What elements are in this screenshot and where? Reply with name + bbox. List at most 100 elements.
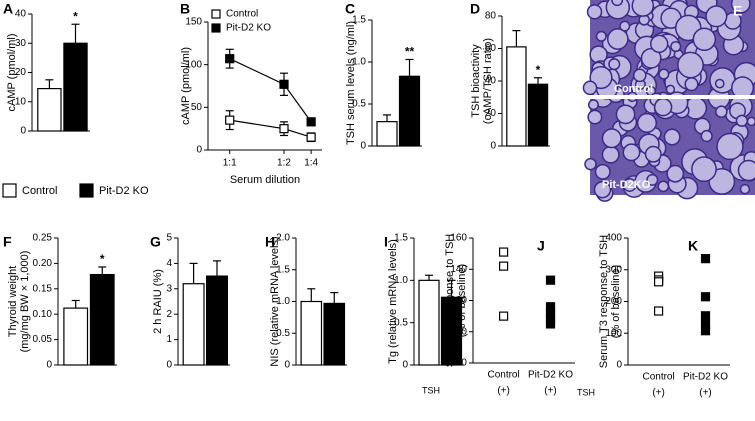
bar (63, 307, 89, 366)
y-tick-label: 100 (605, 328, 622, 339)
y-tick-label: 80 (456, 358, 468, 369)
y-tick-label: 20 (15, 67, 27, 78)
point (653, 277, 664, 287)
follicle (730, 0, 751, 14)
panel-label: I (384, 234, 388, 250)
bar (506, 46, 527, 147)
y-axis-title: (cAMP/TSH ratio) (482, 38, 494, 124)
panel-label: J (537, 238, 545, 254)
point (700, 311, 711, 321)
y-tick-label: 0 (46, 360, 52, 371)
follicle (619, 20, 631, 32)
y-tick-label: 40 (485, 76, 497, 87)
follicle (714, 78, 725, 89)
bar (440, 296, 463, 366)
y-tick-label: 1.0 (352, 57, 366, 68)
bar (323, 302, 346, 366)
follicle (737, 159, 755, 182)
y-axis-title: (mg/mg BW × 1,000) (19, 251, 31, 353)
y-tick-label: 80 (485, 11, 497, 22)
follicle (584, 157, 597, 171)
marker (279, 79, 289, 89)
follicle (611, 0, 624, 7)
follicle (594, 163, 611, 180)
y-tick-label: 1 (166, 334, 172, 345)
y-tick-label: 0.20 (33, 258, 53, 269)
follicle (657, 180, 670, 193)
follicle (632, 68, 647, 83)
panel-label: H (265, 234, 275, 250)
follicle (595, 30, 607, 42)
follicle (746, 116, 755, 127)
y-axis-title: cAMP (pmol/ml) (180, 47, 192, 125)
row-label: TSH (422, 385, 440, 395)
y-tick-label: 1.5 (352, 15, 366, 26)
bar (300, 300, 323, 366)
y-tick-label: 2 (166, 309, 172, 320)
follicle (636, 112, 657, 134)
follicle (649, 34, 669, 54)
panel-label: C (345, 1, 355, 17)
follicle (587, 99, 599, 111)
bar (37, 87, 62, 132)
follicle (582, 80, 598, 96)
bar (182, 283, 205, 366)
bar (206, 275, 229, 366)
follicle (631, 0, 655, 17)
follicle (653, 97, 673, 117)
y-tick-label: 0.15 (33, 283, 53, 294)
point (545, 275, 556, 285)
y-tick-label: 0.5 (276, 328, 290, 339)
series-line (229, 119, 312, 138)
y-axis-title: Tg (relative mRNA levels) (387, 239, 399, 364)
legend-marker (211, 9, 221, 19)
significance: * (73, 9, 78, 23)
y-tick-label: 400 (605, 233, 622, 244)
y-tick-label: 1.5 (394, 233, 408, 244)
row-value: (+) (544, 386, 557, 397)
y-tick-label: 30 (15, 38, 27, 49)
marker (225, 115, 235, 125)
follicle (589, 65, 613, 90)
y-tick-label: 2.0 (276, 233, 290, 244)
y-tick-label: 0 (490, 141, 496, 152)
point (700, 292, 711, 302)
image-label: Control (614, 83, 653, 95)
point (499, 261, 509, 271)
follicle (658, 68, 670, 80)
marker (225, 54, 235, 64)
y-axis-title: 2 h RAIU (%) (152, 269, 164, 334)
y-tick-label: 20 (485, 108, 497, 119)
y-tick-label: 100 (185, 59, 202, 70)
follicle (705, 5, 728, 28)
y-axis-title: TSH bioactivity (470, 44, 482, 118)
panel-label: G (150, 234, 161, 250)
y-tick-label: 0 (284, 360, 290, 371)
panel-label: K (688, 238, 698, 254)
x-tick-label: 1:1 (223, 158, 237, 169)
y-tick-label: 1.5 (276, 264, 290, 275)
panel-label: F (3, 234, 12, 250)
follicle (615, 104, 636, 125)
y-tick-label: 40 (15, 9, 27, 20)
point (499, 247, 509, 257)
significance: ** (405, 45, 415, 59)
y-tick-label: 1.0 (276, 296, 290, 307)
follicle (601, 145, 620, 164)
follicle (601, 128, 622, 149)
y-tick-label: 140 (450, 264, 467, 275)
follicle (586, 4, 603, 20)
follicle (670, 40, 682, 53)
y-tick-label: 0.10 (33, 309, 53, 320)
y-tick-label: 0.05 (33, 334, 53, 345)
panel-label: D (470, 1, 480, 17)
bar (63, 42, 88, 132)
y-tick-label: 100 (450, 326, 467, 337)
marker (306, 132, 316, 142)
legend-label: Control (226, 9, 258, 20)
y-axis-title: TSH serum levels (ng/ml) (345, 21, 357, 145)
x-tick-label: Control (642, 372, 674, 383)
follicle (593, 180, 612, 199)
bar (418, 279, 440, 366)
